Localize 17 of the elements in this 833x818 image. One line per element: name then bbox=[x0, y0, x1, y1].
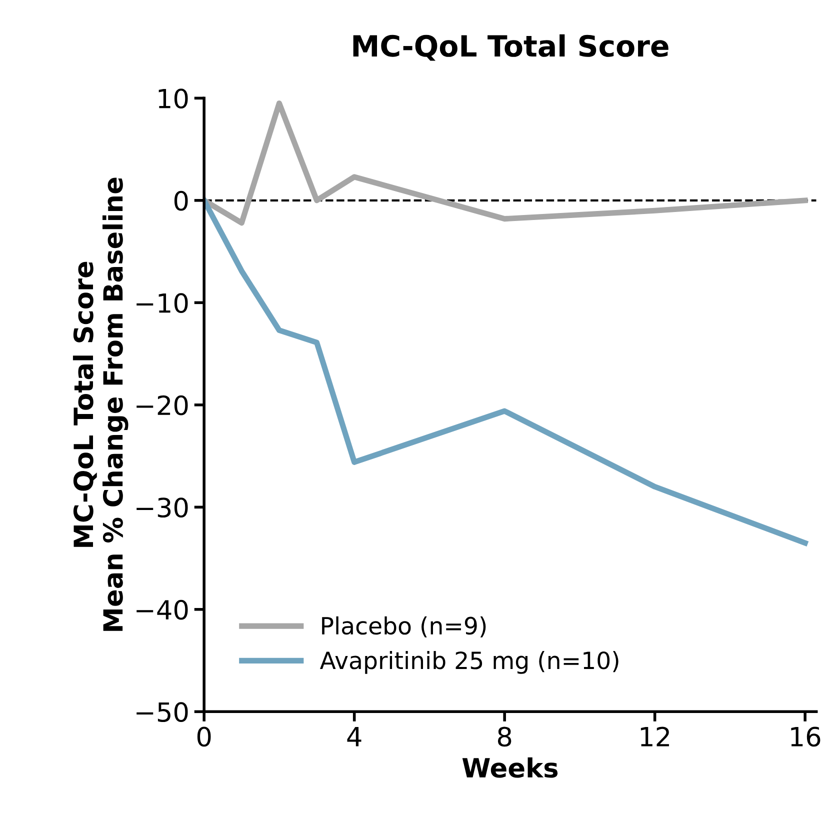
legend-label: Avapritinib 25 mg (n=10) bbox=[320, 651, 618, 674]
legend-label: Placebo (n=9) bbox=[322, 616, 486, 638]
y-tick-label: −10 bbox=[136, 293, 188, 314]
x-tick-label: 8 bbox=[498, 726, 512, 747]
y-tick-label: 10 bbox=[158, 88, 188, 109]
x-tick-label: 0 bbox=[197, 726, 211, 747]
y-tick-label: 0 bbox=[174, 190, 188, 211]
y-axis-title: MC-QoL Total Score Mean % Change From Baseline bbox=[72, 178, 128, 631]
y-tick-label: −40 bbox=[136, 600, 188, 620]
y-tick-label: −30 bbox=[136, 498, 188, 518]
y-tick-label: −20 bbox=[136, 395, 188, 416]
y-tick-label: −50 bbox=[136, 702, 188, 722]
chart-title: MC-QoL Total Score bbox=[353, 34, 668, 61]
x-axis-title: Weeks bbox=[462, 757, 558, 778]
x-tick-label: 16 bbox=[791, 726, 820, 747]
x-tick-label: 4 bbox=[347, 727, 362, 746]
x-tick-label: 12 bbox=[640, 726, 669, 746]
